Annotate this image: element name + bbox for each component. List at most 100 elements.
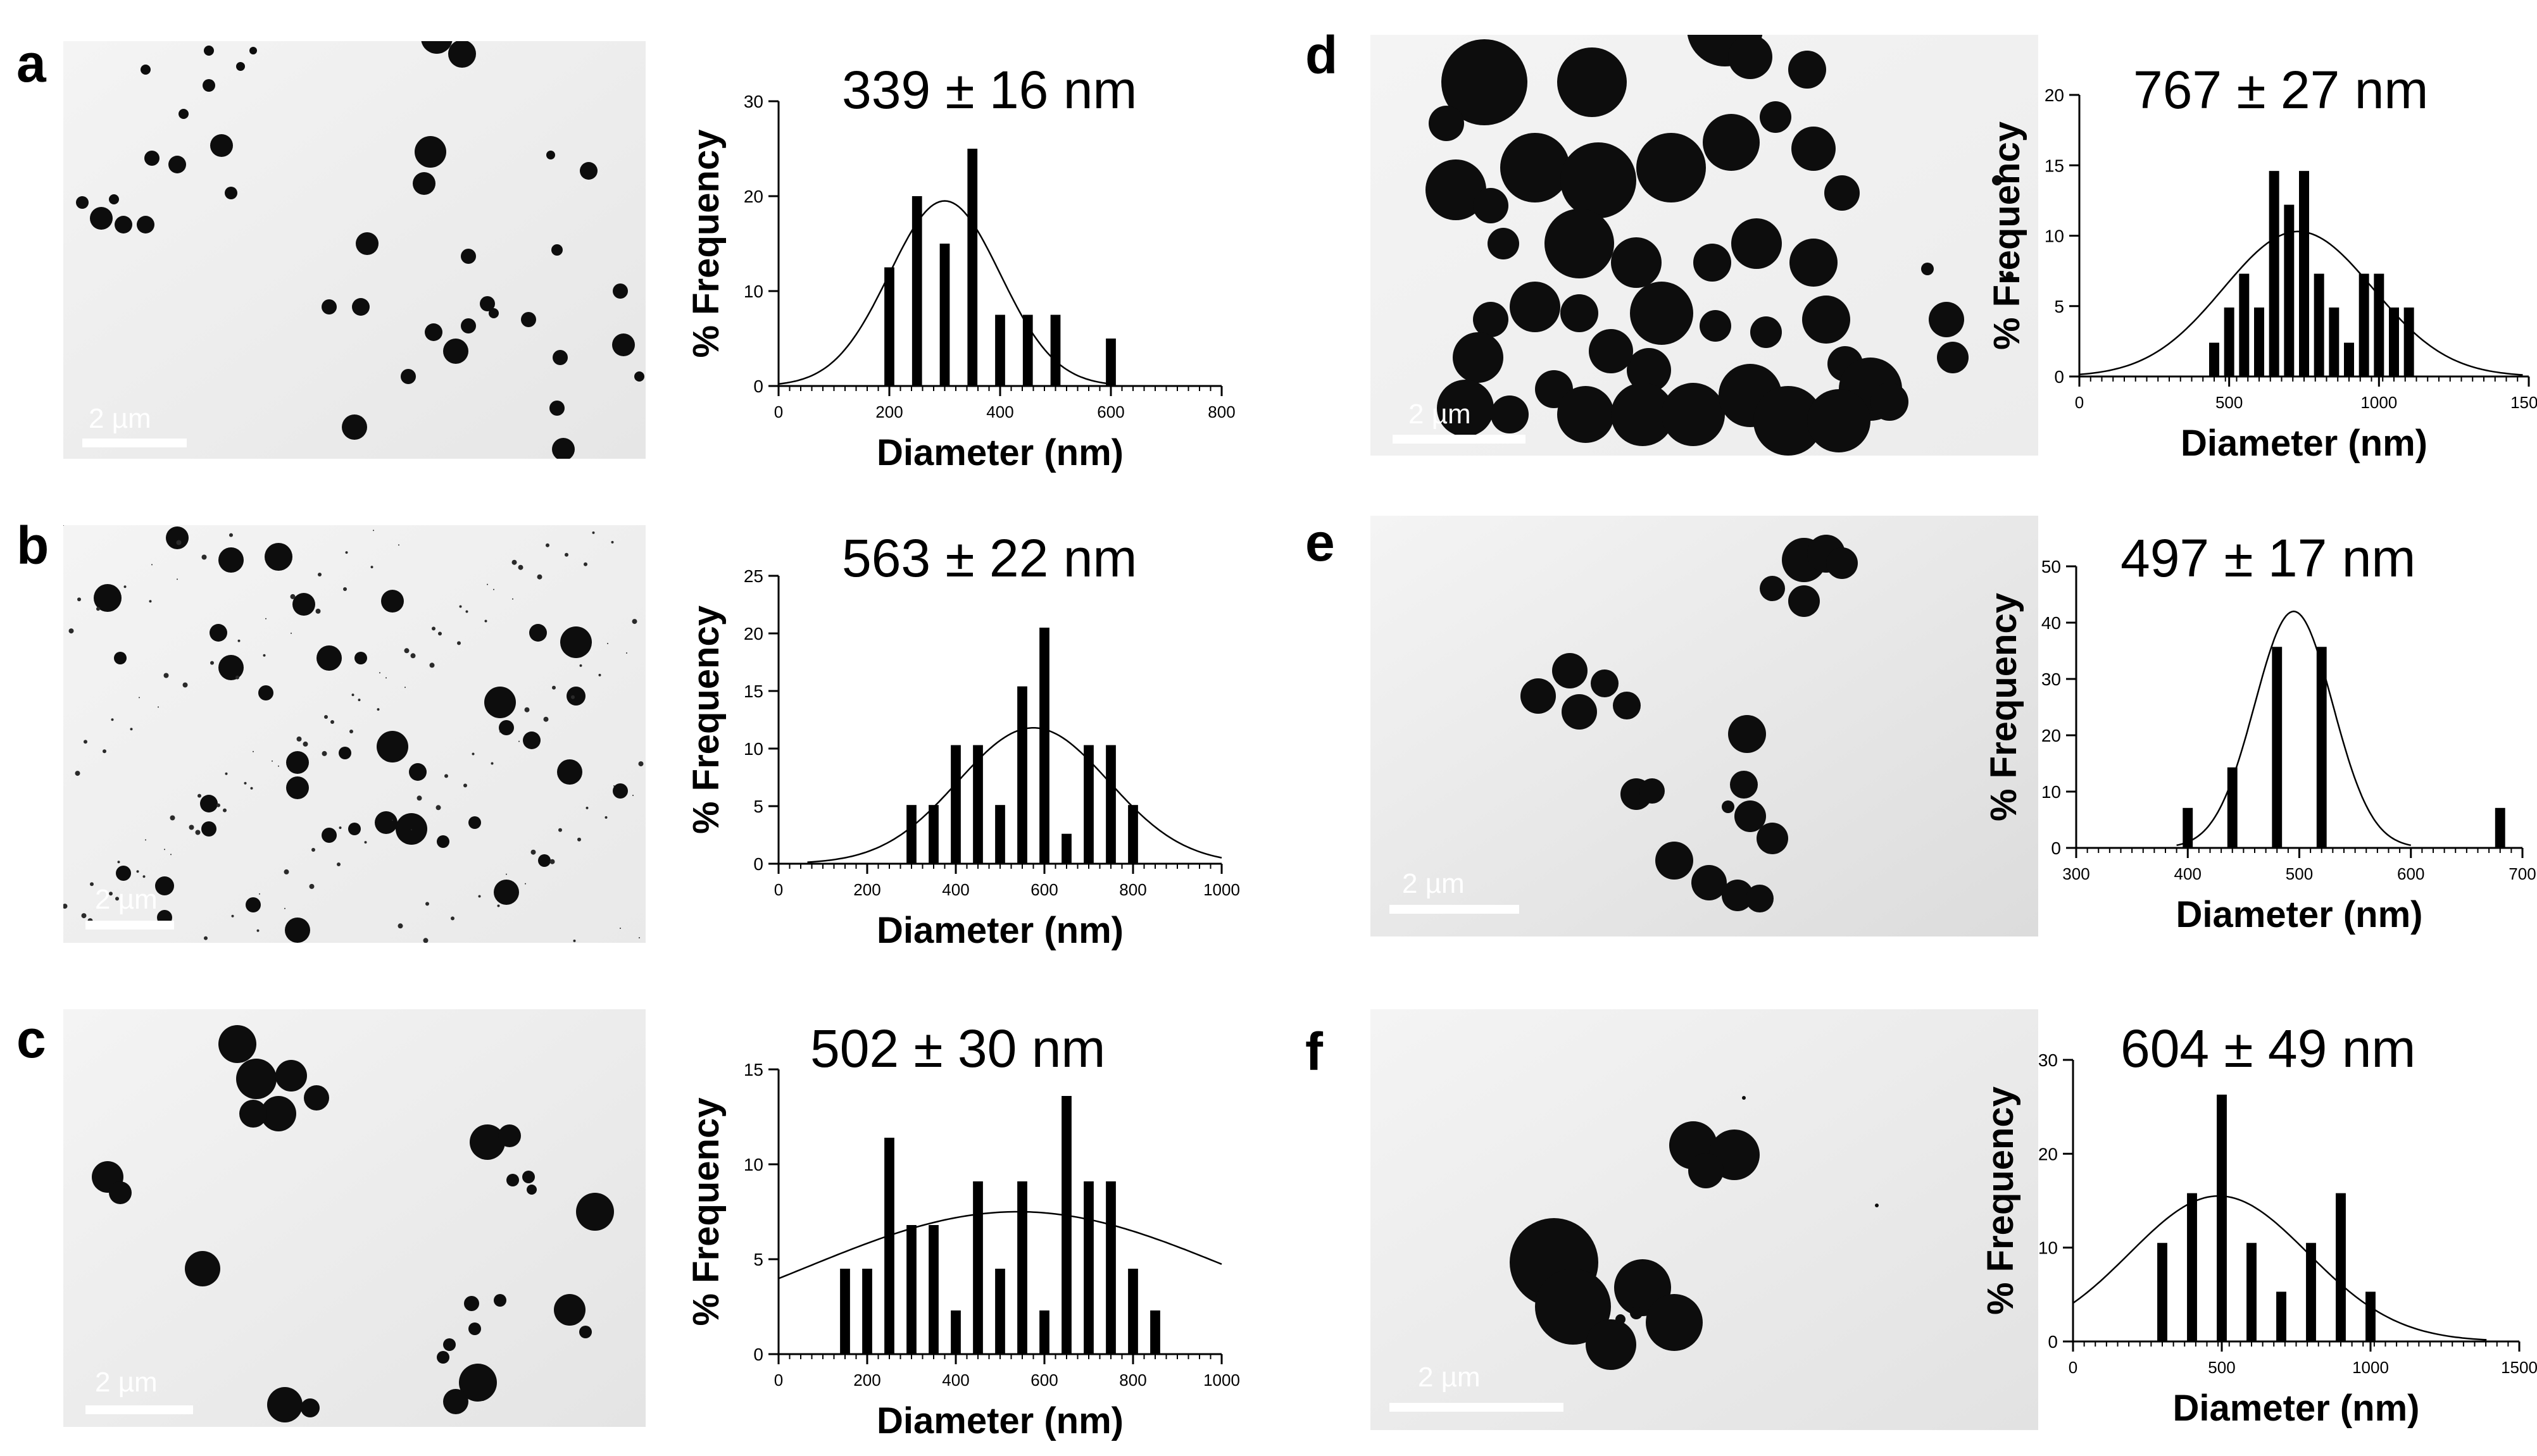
debris xyxy=(611,540,614,544)
particle xyxy=(1730,771,1758,799)
particle xyxy=(443,1389,468,1414)
particle xyxy=(322,828,337,843)
bar xyxy=(929,1225,939,1354)
particle xyxy=(200,795,218,812)
particle xyxy=(115,216,132,233)
particle xyxy=(1437,380,1494,437)
particle xyxy=(421,41,453,54)
bar xyxy=(2358,273,2369,376)
debris xyxy=(404,648,410,654)
particle xyxy=(1630,282,1693,345)
particle xyxy=(356,232,379,255)
particle xyxy=(76,196,89,209)
debris xyxy=(543,716,549,722)
panel-letter-d: d xyxy=(1305,25,1338,85)
panel-letter-a: a xyxy=(16,34,46,93)
debris xyxy=(318,573,322,576)
x-axis-label: Diameter (nm) xyxy=(877,1400,1124,1441)
debris xyxy=(136,870,139,873)
particle xyxy=(506,1174,519,1186)
particle xyxy=(522,1171,535,1183)
particle xyxy=(301,1398,320,1417)
particle xyxy=(236,1059,277,1099)
particle xyxy=(1557,386,1614,443)
bar xyxy=(2316,647,2327,848)
debris xyxy=(204,936,208,940)
debris xyxy=(163,673,169,678)
particle xyxy=(204,46,214,56)
bar xyxy=(1106,339,1116,386)
particle xyxy=(1791,127,1836,171)
debris xyxy=(201,554,207,560)
bar xyxy=(951,1310,961,1354)
particle xyxy=(551,244,563,256)
scale-label-f: 2 µm xyxy=(1418,1362,1481,1393)
bar xyxy=(939,244,950,386)
y-tick-label: 30 xyxy=(2038,1050,2058,1070)
panel-letter-b: b xyxy=(16,516,49,575)
debris xyxy=(324,715,328,719)
bar xyxy=(1106,1181,1116,1354)
x-tick-label: 1000 xyxy=(1203,1371,1240,1390)
particle xyxy=(275,1060,307,1092)
particle xyxy=(1662,383,1725,446)
particle xyxy=(225,187,237,199)
bar xyxy=(1106,745,1116,864)
particle xyxy=(1703,114,1760,171)
debris xyxy=(499,731,501,733)
particle xyxy=(1937,342,1969,373)
y-tick-label: 30 xyxy=(2041,669,2061,689)
particle xyxy=(116,866,131,881)
bar xyxy=(2374,273,2384,376)
x-tick-label: 0 xyxy=(774,1371,783,1390)
bar xyxy=(1022,314,1033,386)
debris xyxy=(639,937,640,938)
bar xyxy=(2239,273,2250,376)
bar xyxy=(2157,1243,2167,1341)
debris xyxy=(358,699,361,702)
panel-letter-e: e xyxy=(1305,513,1335,572)
bar xyxy=(2306,1243,2316,1341)
debris xyxy=(170,815,175,821)
particle xyxy=(1535,1269,1611,1345)
hist-title-b: 563 ± 22 nm xyxy=(842,528,1137,588)
debris xyxy=(309,883,315,889)
debris xyxy=(75,771,80,776)
debris xyxy=(177,578,178,580)
particle xyxy=(1646,1294,1703,1351)
debris xyxy=(68,628,74,634)
bar xyxy=(995,314,1005,386)
bar xyxy=(2217,1094,2227,1341)
particle xyxy=(1615,1314,1626,1324)
bar xyxy=(2336,1193,2346,1341)
bar xyxy=(2495,807,2505,848)
debris xyxy=(250,787,253,790)
x-tick-label: 600 xyxy=(1097,402,1124,421)
particles-b xyxy=(63,525,646,943)
particle xyxy=(2006,271,2014,279)
debris xyxy=(638,761,644,767)
x-tick-label: 500 xyxy=(2286,864,2313,883)
debris xyxy=(256,929,260,932)
bar xyxy=(2329,307,2340,376)
debris xyxy=(392,819,393,821)
histogram-d: 767 ± 27 nm 0 500 1000 1500 0 5 10 15 20 Diameter… xyxy=(1975,57,2537,487)
bar xyxy=(2314,273,2324,376)
scale-bar-e xyxy=(1389,905,1519,914)
debris xyxy=(337,862,341,866)
bar xyxy=(2224,307,2234,376)
debris xyxy=(158,706,159,708)
debris xyxy=(216,803,220,807)
x-tick-label: 800 xyxy=(1119,880,1146,899)
particle xyxy=(249,47,257,54)
debris xyxy=(117,861,120,864)
bar xyxy=(2276,1291,2286,1341)
x-tick-label: 1500 xyxy=(2501,1358,2537,1377)
bar xyxy=(1084,745,1094,864)
bar xyxy=(1084,1181,1094,1354)
debris xyxy=(577,837,581,842)
hist-svg-f: 0 500 1000 1500 0 10 20 30 Diameter (nm) % Freque… xyxy=(1980,1050,2537,1429)
bar xyxy=(1150,1310,1160,1354)
debris xyxy=(142,875,146,878)
debris xyxy=(451,916,454,921)
